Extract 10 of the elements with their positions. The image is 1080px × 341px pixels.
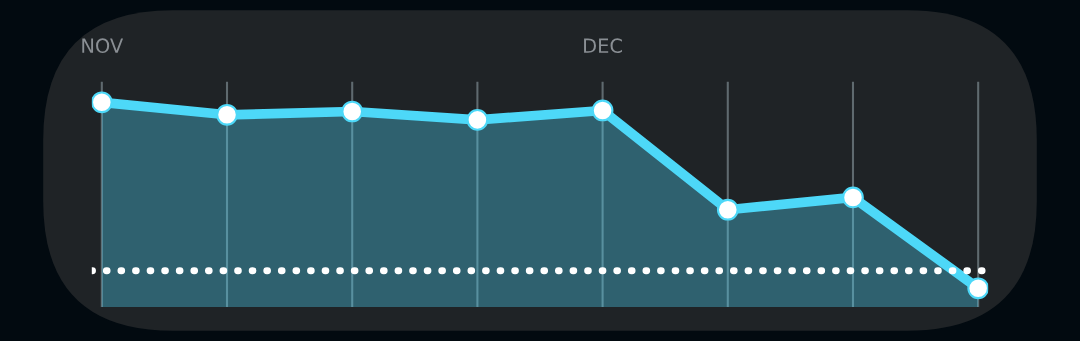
point <box>216 103 238 126</box>
point <box>466 109 489 131</box>
point <box>842 186 864 209</box>
point <box>716 198 739 221</box>
point <box>591 99 614 122</box>
point <box>341 100 364 123</box>
point <box>91 91 113 114</box>
point <box>967 277 989 300</box>
x-tick-label: NOV <box>82 38 124 54</box>
x-tick-label: DEC <box>584 38 622 54</box>
